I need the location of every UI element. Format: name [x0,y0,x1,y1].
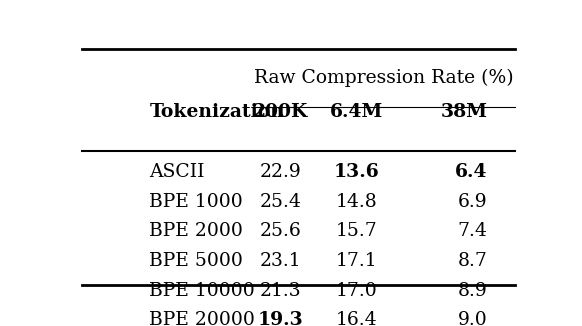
Text: 200K: 200K [253,103,308,121]
Text: Tokenization: Tokenization [150,103,284,121]
Text: 16.4: 16.4 [336,311,378,326]
Text: 14.8: 14.8 [336,193,378,211]
Text: BPE 5000: BPE 5000 [150,252,243,270]
Text: BPE 10000: BPE 10000 [150,282,255,300]
Text: ASCII: ASCII [150,163,205,181]
Text: 38M: 38M [441,103,488,121]
Text: 22.9: 22.9 [260,163,301,181]
Text: 7.4: 7.4 [458,222,488,240]
Text: 8.9: 8.9 [458,282,488,300]
Text: 23.1: 23.1 [260,252,301,270]
Text: 15.7: 15.7 [336,222,378,240]
Text: 6.4: 6.4 [455,163,488,181]
Text: 6.4M: 6.4M [331,103,384,121]
Text: 13.6: 13.6 [334,163,380,181]
Text: 19.3: 19.3 [257,311,303,326]
Text: 25.4: 25.4 [260,193,301,211]
Text: 9.0: 9.0 [458,311,488,326]
Text: 25.6: 25.6 [260,222,301,240]
Text: 17.0: 17.0 [336,282,378,300]
Text: BPE 2000: BPE 2000 [150,222,243,240]
Text: 21.3: 21.3 [260,282,301,300]
Text: 8.7: 8.7 [458,252,488,270]
Text: BPE 20000: BPE 20000 [150,311,255,326]
Text: 6.9: 6.9 [458,193,488,211]
Text: 17.1: 17.1 [336,252,378,270]
Text: Raw Compression Rate (%): Raw Compression Rate (%) [254,69,514,87]
Text: BPE 1000: BPE 1000 [150,193,243,211]
